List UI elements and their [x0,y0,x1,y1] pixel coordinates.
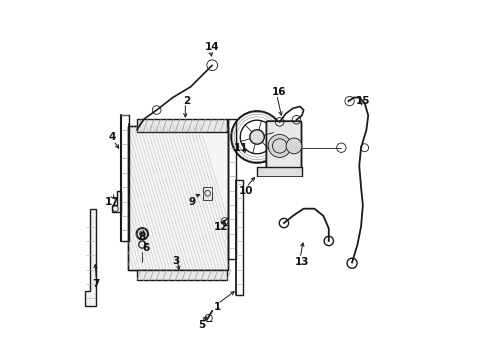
Text: 15: 15 [355,96,369,106]
Text: 9: 9 [188,197,196,207]
Text: 14: 14 [204,42,219,52]
Text: 11: 11 [233,143,247,153]
Polygon shape [128,126,228,270]
Text: 10: 10 [239,186,253,196]
Circle shape [267,134,290,157]
Polygon shape [137,119,226,132]
Text: 17: 17 [104,197,119,207]
Text: 16: 16 [271,87,285,97]
FancyBboxPatch shape [266,121,301,169]
Circle shape [285,138,301,154]
Text: 6: 6 [142,243,149,253]
Text: 5: 5 [198,320,204,330]
Polygon shape [137,270,226,280]
Text: 8: 8 [139,232,145,242]
Text: 1: 1 [214,302,221,312]
Polygon shape [112,191,121,212]
Text: 4: 4 [108,132,115,142]
Polygon shape [257,167,301,176]
Circle shape [249,130,264,144]
Text: 12: 12 [214,222,228,231]
Polygon shape [85,209,96,306]
Text: 7: 7 [92,279,99,289]
Text: 2: 2 [183,96,190,106]
Text: 13: 13 [294,257,308,267]
Bar [203,187,212,200]
Text: 3: 3 [172,256,180,266]
